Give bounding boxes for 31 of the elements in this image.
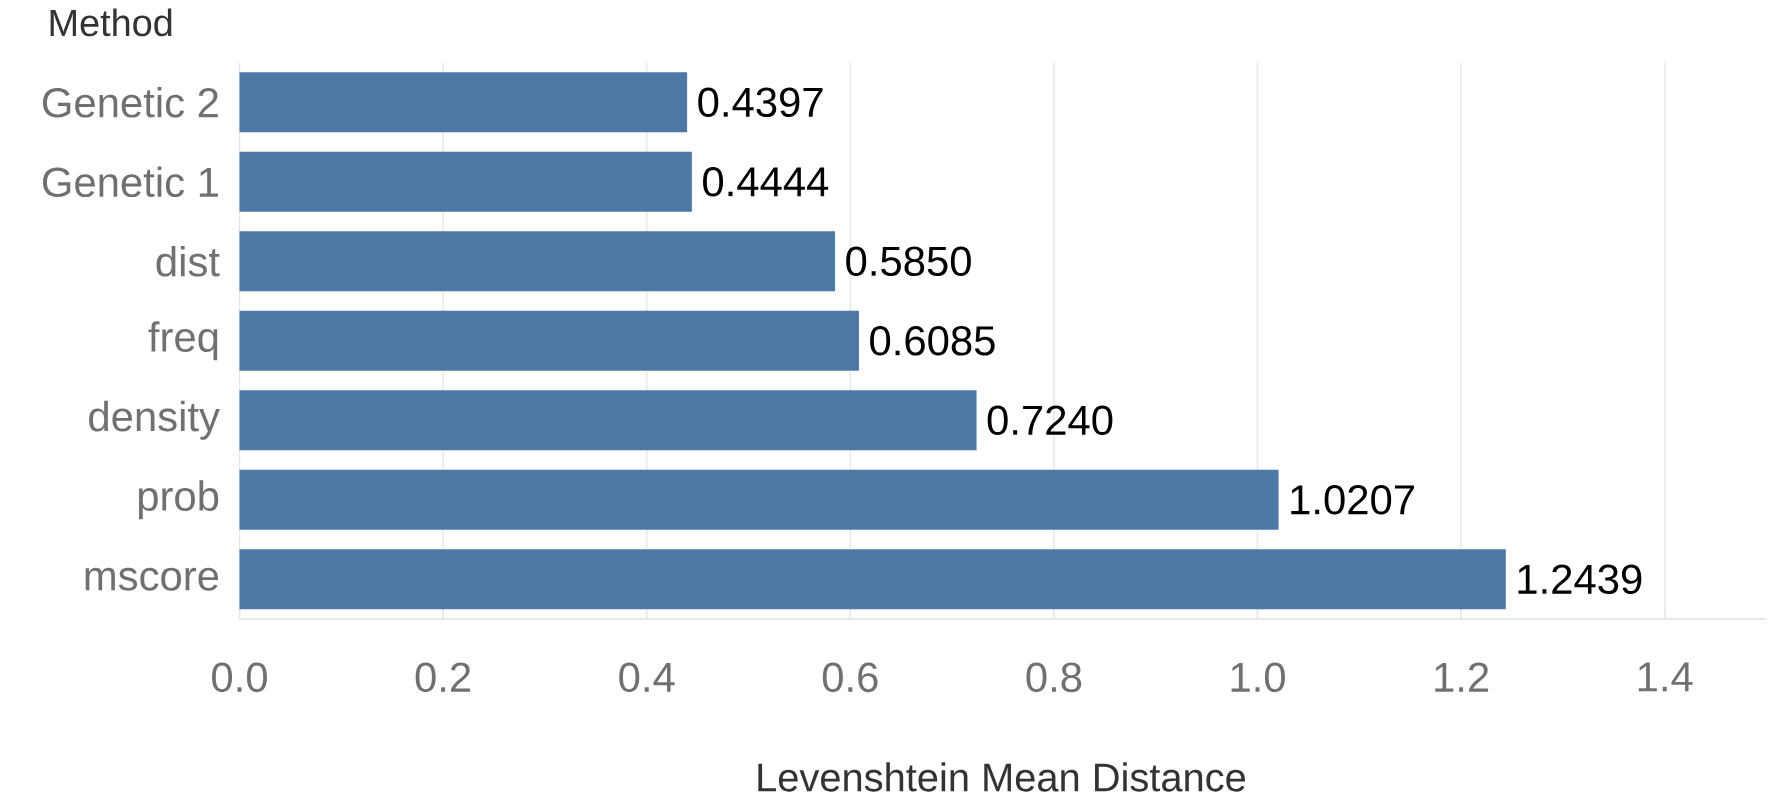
x-tick-label: 0.6 <box>822 662 878 693</box>
x-tick-label: 1.2 <box>1435 662 1489 692</box>
bar <box>239 151 692 212</box>
y-axis-title: Method <box>50 8 172 37</box>
data-label: 0.5850 <box>846 246 971 277</box>
data-label: 0.7240 <box>987 405 1113 436</box>
y-tick-label: freq <box>148 321 218 361</box>
x-axis-title: Levenshtein Mean Distance <box>758 762 1246 792</box>
y-tick-label: density <box>89 400 220 440</box>
y-tick-label: prob <box>138 480 219 520</box>
data-label: 1.2439 <box>1518 564 1642 595</box>
x-tick-label: 1.4 <box>1638 662 1693 692</box>
bar <box>239 390 977 451</box>
bar <box>239 310 859 371</box>
y-tick-label: Genetic 1 <box>42 166 218 198</box>
bar <box>239 549 1506 610</box>
x-tick-label: 0.8 <box>1026 662 1082 693</box>
data-label: 0.4444 <box>703 166 829 197</box>
bar <box>239 72 688 133</box>
data-label: 0.4397 <box>698 87 823 118</box>
y-tick-label: mscore <box>85 567 219 591</box>
bar <box>239 231 836 292</box>
y-tick-label: Genetic 2 <box>42 86 218 118</box>
y-tick-label: dist <box>156 245 220 277</box>
bar <box>239 469 1279 530</box>
x-tick-label: 0.0 <box>212 662 267 693</box>
x-tick-label: 0.2 <box>415 662 471 693</box>
data-label: 0.6085 <box>870 325 995 356</box>
data-label: 1.0207 <box>1291 484 1414 515</box>
x-tick-label: 1.0 <box>1231 662 1285 693</box>
x-tick-label: 0.4 <box>619 662 675 693</box>
